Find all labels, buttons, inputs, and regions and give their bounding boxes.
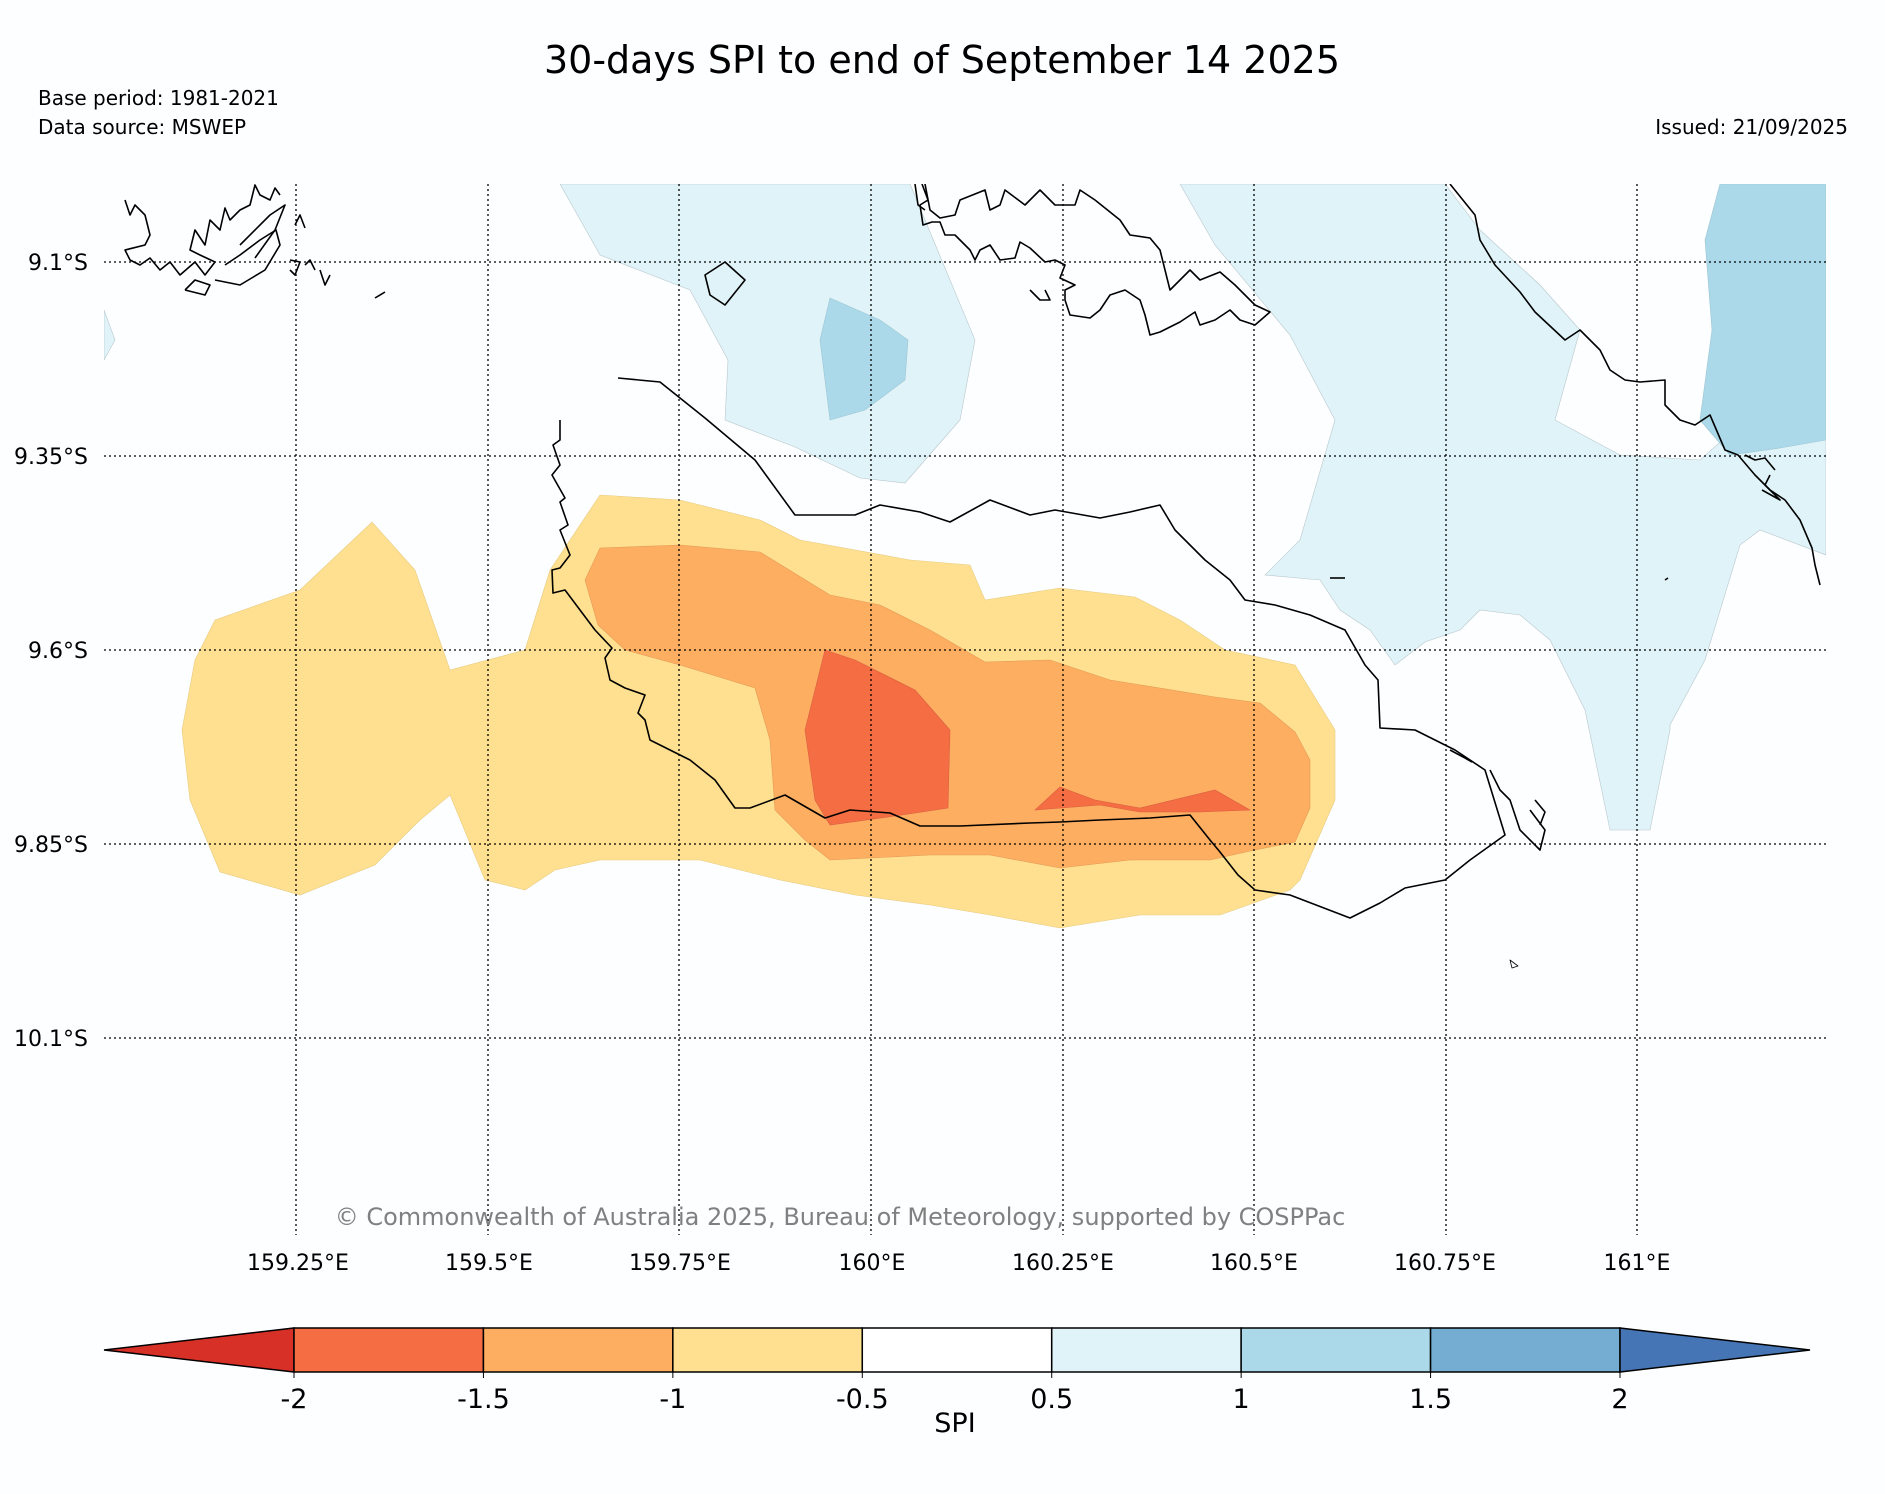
colorbar-label: SPI [934,1408,975,1439]
base-period-label: Base period: 1981-2021 [38,86,279,110]
spi-wet-contours-medium [819,184,1826,456]
copyright-notice: © Commonwealth of Australia 2025, Bureau… [335,1203,1346,1231]
lon-label: 160.5°E [1210,1251,1298,1276]
colorbar-extend-high [1619,1327,1811,1373]
coastline-guadalcanal [551,377,1506,919]
longitude-labels: 159.25°E 159.5°E 159.75°E 160°E 160.25°E… [247,1251,1670,1276]
graticule [104,184,1826,1235]
colorbar-segment [1429,1327,1621,1373]
colorbar-tick-label: -0.5 [836,1384,889,1415]
lon-label: 159.75°E [629,1251,731,1276]
lat-label: 9.35°S [14,445,88,470]
map-plot-area [104,184,1826,1229]
lon-label: 160.25°E [1012,1251,1114,1276]
lon-label: 160°E [839,1251,906,1276]
data-source-label: Data source: MSWEP [38,115,246,139]
colorbar-tick-label: -2 [281,1384,308,1415]
lon-label: 160.75°E [1394,1251,1496,1276]
issued-date-label: Issued: 21/09/2025 [1655,115,1848,139]
colorbar-tick-label: 1 [1233,1384,1250,1415]
colorbar-segment [861,1327,1053,1373]
map-title: 30-days SPI to end of September 14 2025 [544,38,1340,82]
lat-label: 9.6°S [28,639,88,664]
colorbar-tick-label: 0.5 [1030,1384,1073,1415]
colorbar-segment [1240,1327,1432,1373]
coastlines [124,184,1821,969]
lon-label: 159.25°E [247,1251,349,1276]
colorbar-tick-label: 2 [1611,1384,1628,1415]
lon-label: 159.5°E [445,1251,533,1276]
spi-dry-contours-medium [584,544,1311,869]
latitude-labels: 9.1°S 9.35°S 9.6°S 9.85°S 10.1°S [14,251,88,1052]
colorbar [103,1327,1811,1373]
colorbar-segment [672,1327,864,1373]
lat-label: 9.1°S [28,251,88,276]
colorbar-tick-label: -1.5 [457,1384,510,1415]
colorbar-segment [293,1327,485,1373]
coastline-malaita [1449,184,1821,586]
colorbar-segment [482,1327,674,1373]
spi-wet-contours-light [104,184,1826,831]
lon-label: 161°E [1604,1251,1671,1276]
colorbar-segment [1050,1327,1242,1373]
spi-dry-contours-strong [804,649,1252,826]
coastline-florida-islands [919,184,1271,336]
colorbar-tick-label: -1 [659,1384,686,1415]
colorbar-ticks: -2 -1.5 -1 -0.5 0.5 1 1.5 2 [281,1372,1629,1415]
colorbar-tick-label: 1.5 [1409,1384,1452,1415]
lat-label: 10.1°S [14,1027,88,1052]
lat-label: 9.85°S [14,833,88,858]
